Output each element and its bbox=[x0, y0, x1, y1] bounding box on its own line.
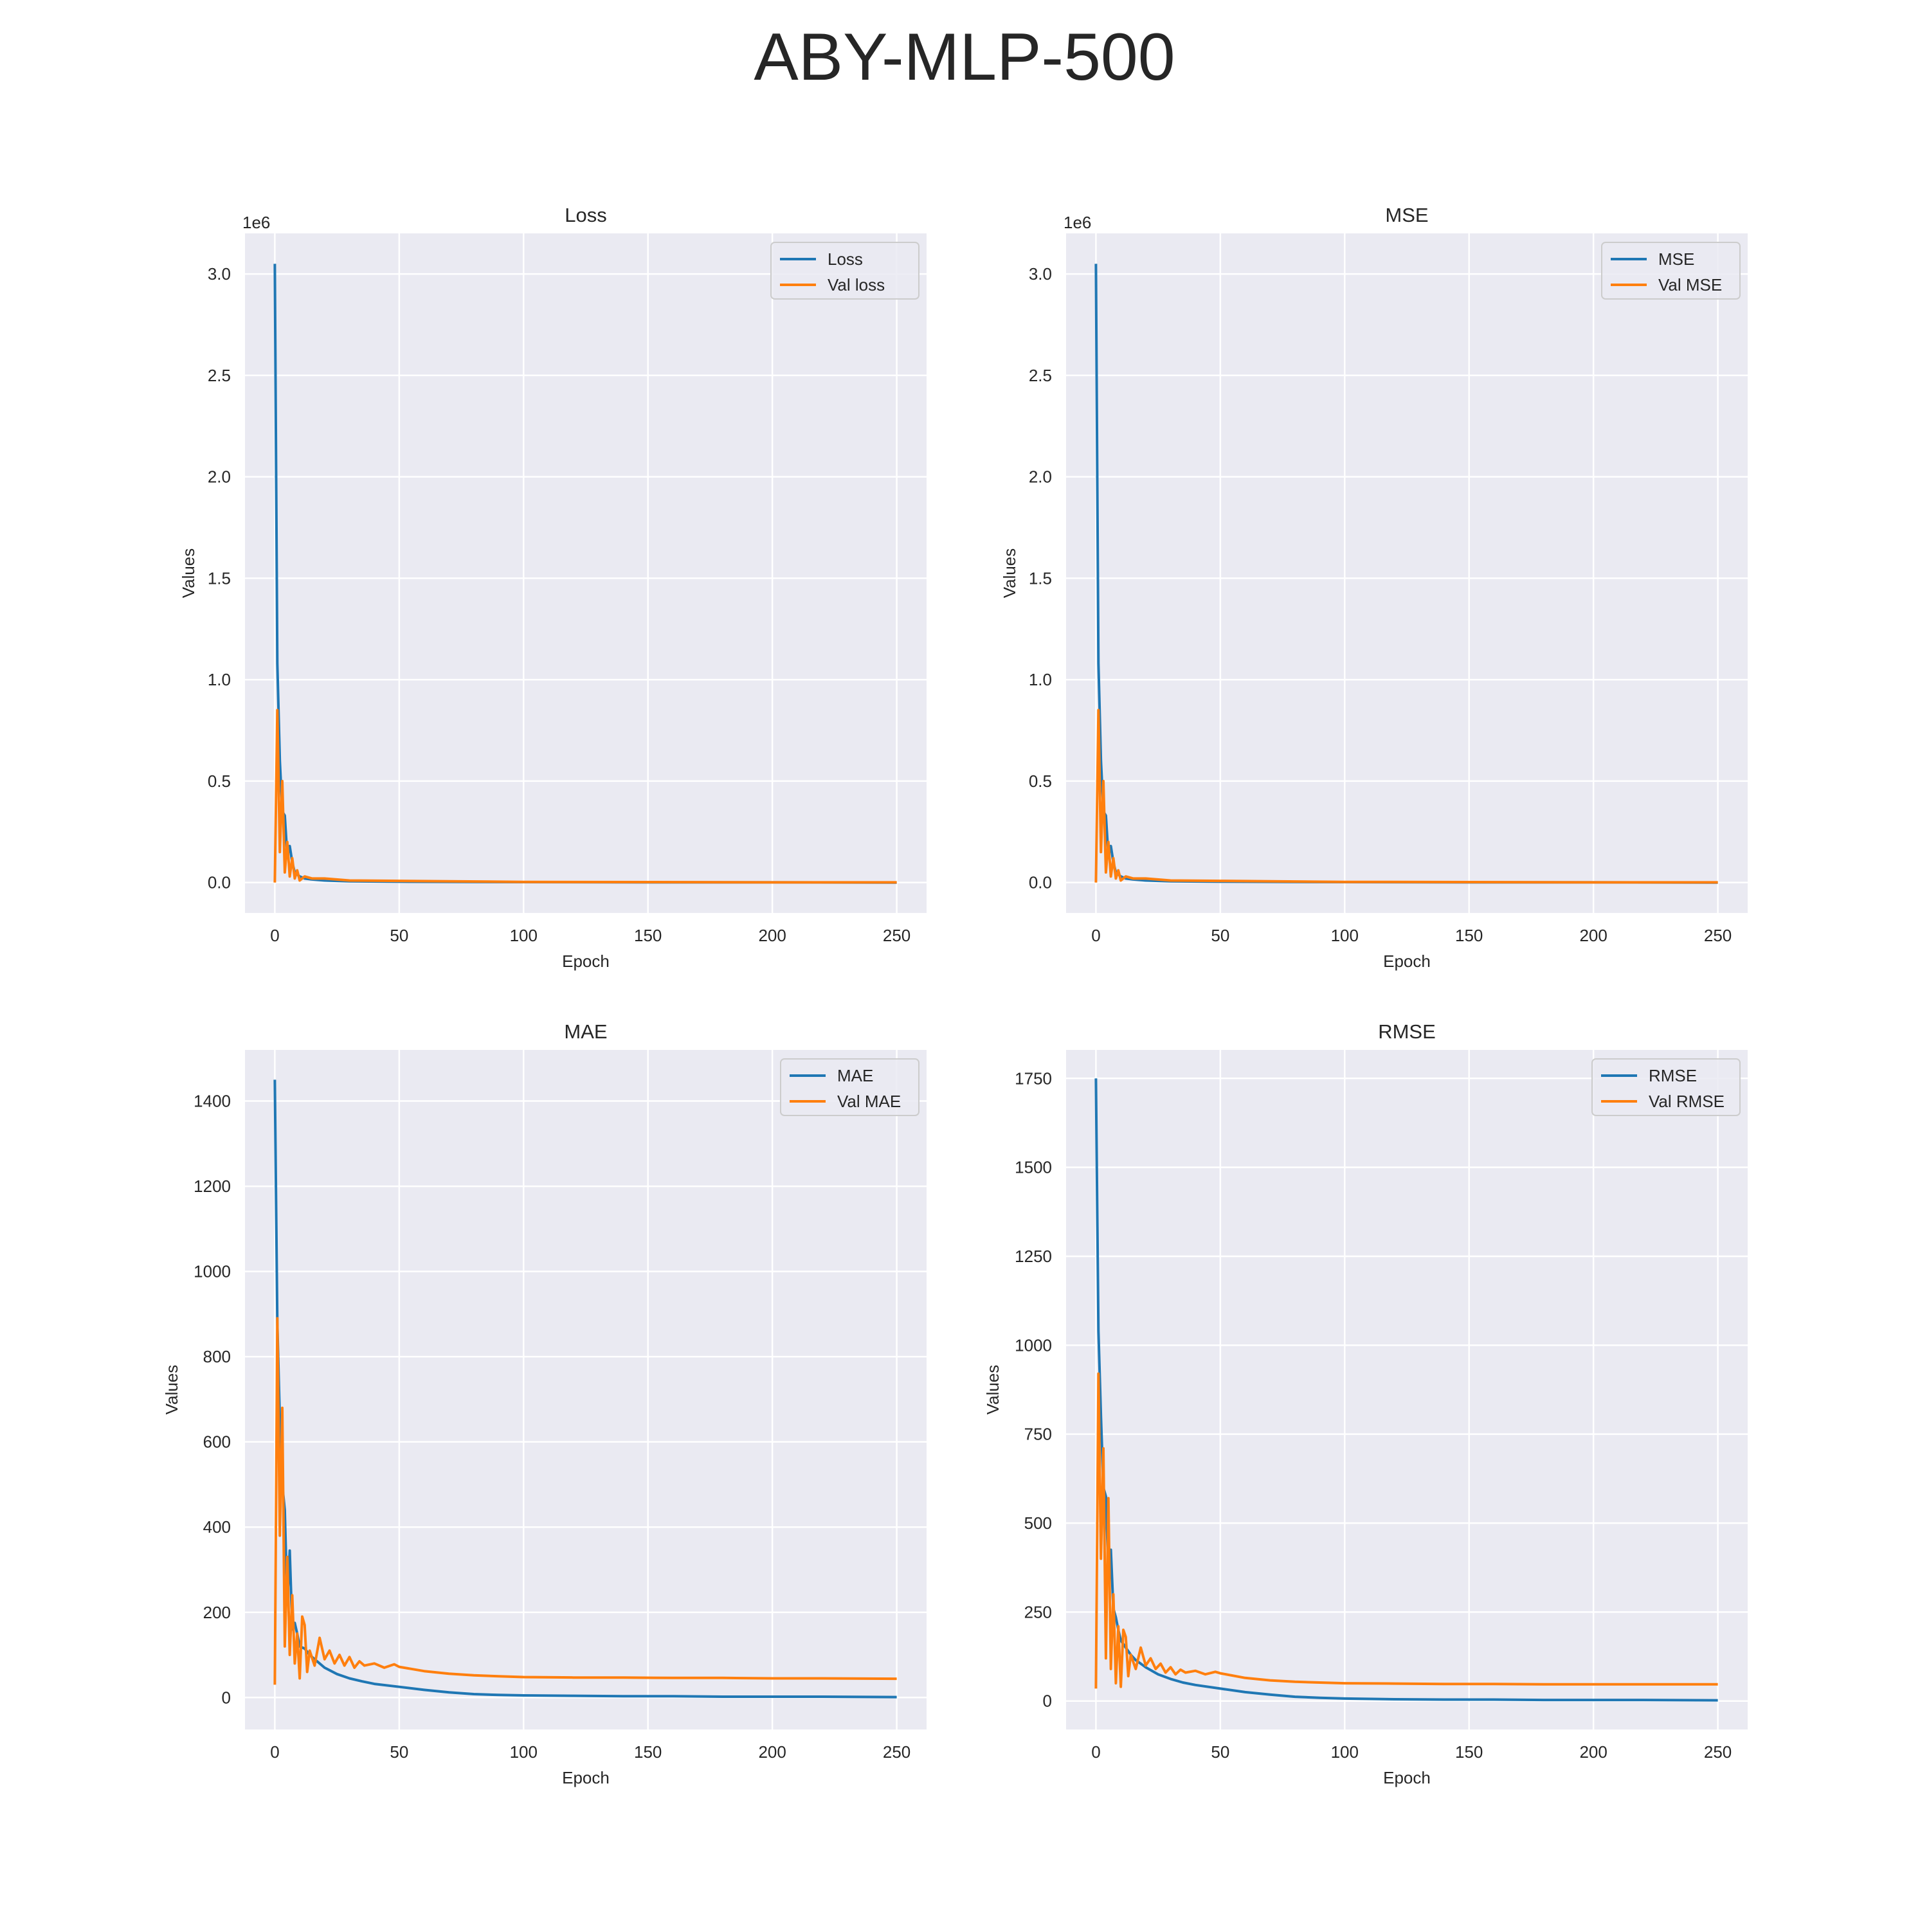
y-tick-label: 250 bbox=[1024, 1602, 1052, 1621]
y-tick-label: 0.0 bbox=[1029, 873, 1052, 892]
x-tick-label: 250 bbox=[883, 926, 910, 945]
x-tick-label: 250 bbox=[883, 1742, 910, 1762]
y-tick-label: 1500 bbox=[1015, 1158, 1052, 1177]
chart-panel-mse: 0 50 100 150 200 250 0.0 0.5 1.0 1.5 2.0 2.5 3.0 1e6 M… bbox=[1000, 204, 1748, 971]
x-tick-label: 0 bbox=[270, 1742, 279, 1762]
y-offset-label: 1e6 bbox=[242, 213, 270, 232]
x-tick-label: 150 bbox=[634, 1742, 662, 1762]
y-tick-label: 1750 bbox=[1015, 1069, 1052, 1088]
plot-area bbox=[1066, 233, 1748, 913]
y-tick-label: 2.5 bbox=[208, 366, 231, 385]
y-axis-label: Values bbox=[1000, 548, 1019, 599]
plot-area bbox=[245, 1050, 927, 1729]
y-tick-label: 200 bbox=[203, 1603, 231, 1622]
legend: RMSE Val RMSE bbox=[1591, 1058, 1741, 1116]
chart-panel-mae: 0 50 100 150 200 250 0 200 400 600 800 1000 1200 1400… bbox=[162, 1020, 927, 1787]
x-tick-label: 50 bbox=[1211, 926, 1229, 945]
y-axis-label: Values bbox=[162, 1365, 181, 1415]
x-tick-label: 200 bbox=[758, 1742, 786, 1762]
x-axis-label: Epoch bbox=[1383, 1768, 1431, 1787]
x-tick-label: 250 bbox=[1704, 1742, 1732, 1762]
x-tick-label: 0 bbox=[1091, 1742, 1100, 1762]
legend-label: RMSE bbox=[1649, 1066, 1697, 1085]
y-offset-label: 1e6 bbox=[1064, 213, 1091, 232]
x-tick-label: 100 bbox=[1331, 926, 1359, 945]
figure-title: ABY-MLP-500 bbox=[754, 20, 1175, 95]
chart-panel-loss: 0 50 100 150 200 250 0.0 0.5 1.0 1.5 2.0 2.5 3.0 1e6 L… bbox=[179, 204, 927, 971]
y-tick-label: 1200 bbox=[194, 1177, 231, 1196]
x-tick-label: 100 bbox=[1331, 1742, 1359, 1762]
y-tick-label: 1400 bbox=[194, 1092, 231, 1111]
legend: Loss Val loss bbox=[770, 242, 919, 300]
y-tick-label: 1.5 bbox=[208, 568, 231, 588]
y-tick-label: 1250 bbox=[1015, 1247, 1052, 1266]
y-tick-label: 3.0 bbox=[208, 264, 231, 284]
series-line-val-loss bbox=[273, 709, 897, 884]
y-tick-label: 1.0 bbox=[208, 670, 231, 689]
legend: MAE Val MAE bbox=[780, 1058, 919, 1116]
legend-label: MAE bbox=[837, 1066, 873, 1085]
x-tick-label: 200 bbox=[1579, 926, 1607, 945]
x-tick-label: 100 bbox=[510, 1742, 538, 1762]
x-tick-label: 150 bbox=[1455, 926, 1483, 945]
y-tick-label: 1.0 bbox=[1029, 670, 1052, 689]
legend-label: MSE bbox=[1658, 249, 1694, 269]
x-tick-label: 150 bbox=[634, 926, 662, 945]
x-axis-label: Epoch bbox=[1383, 952, 1431, 971]
x-tick-label: 50 bbox=[390, 1742, 408, 1762]
chart-panel-rmse: 0 50 100 150 200 250 0 250 500 750 1000 1250 1500 175… bbox=[983, 1020, 1748, 1787]
chart-title: RMSE bbox=[1378, 1020, 1436, 1043]
y-tick-label: 2.0 bbox=[1029, 467, 1052, 487]
y-tick-label: 0.5 bbox=[1029, 772, 1052, 791]
x-tick-label: 0 bbox=[270, 926, 279, 945]
x-tick-label: 150 bbox=[1455, 1742, 1483, 1762]
y-tick-label: 3.0 bbox=[1029, 264, 1052, 284]
legend-label: Val MSE bbox=[1658, 275, 1722, 294]
y-tick-label: 600 bbox=[203, 1432, 231, 1452]
y-tick-label: 1000 bbox=[1015, 1335, 1052, 1355]
x-tick-label: 200 bbox=[1579, 1742, 1607, 1762]
legend-label: Loss bbox=[828, 249, 863, 269]
y-tick-label: 2.0 bbox=[208, 467, 231, 487]
y-tick-label: 500 bbox=[1024, 1513, 1052, 1533]
x-tick-label: 100 bbox=[510, 926, 538, 945]
y-axis-label: Values bbox=[983, 1365, 1002, 1415]
legend-label: Val RMSE bbox=[1649, 1092, 1725, 1111]
x-tick-label: 0 bbox=[1091, 926, 1100, 945]
series-line-val-mae bbox=[273, 1317, 897, 1685]
x-tick-label: 250 bbox=[1704, 926, 1732, 945]
legend-label: Val loss bbox=[828, 275, 885, 294]
x-axis-label: Epoch bbox=[562, 952, 610, 971]
y-tick-label: 800 bbox=[203, 1347, 231, 1366]
legend: MSE Val MSE bbox=[1601, 242, 1741, 300]
y-tick-label: 400 bbox=[203, 1517, 231, 1537]
y-tick-label: 2.5 bbox=[1029, 366, 1052, 385]
y-axis-label: Values bbox=[179, 548, 198, 599]
x-tick-label: 50 bbox=[1211, 1742, 1229, 1762]
y-tick-label: 0.5 bbox=[208, 772, 231, 791]
legend-label: Val MAE bbox=[837, 1092, 901, 1111]
y-tick-label: 0 bbox=[222, 1688, 231, 1707]
y-tick-label: 1000 bbox=[194, 1262, 231, 1281]
y-tick-label: 1.5 bbox=[1029, 568, 1052, 588]
chart-title: Loss bbox=[565, 204, 606, 226]
y-tick-label: 0.0 bbox=[208, 873, 231, 892]
x-axis-label: Epoch bbox=[562, 1768, 610, 1787]
x-tick-label: 50 bbox=[390, 926, 408, 945]
series-line-val-rmse bbox=[1094, 1372, 1718, 1689]
chart-title: MSE bbox=[1385, 204, 1428, 226]
series-line-val-mse bbox=[1094, 709, 1718, 884]
chart-title: MAE bbox=[564, 1020, 607, 1043]
x-tick-label: 200 bbox=[758, 926, 786, 945]
y-tick-label: 0 bbox=[1043, 1692, 1052, 1711]
plot-area bbox=[245, 233, 927, 913]
y-tick-label: 750 bbox=[1024, 1425, 1052, 1444]
plot-area bbox=[1066, 1050, 1748, 1729]
